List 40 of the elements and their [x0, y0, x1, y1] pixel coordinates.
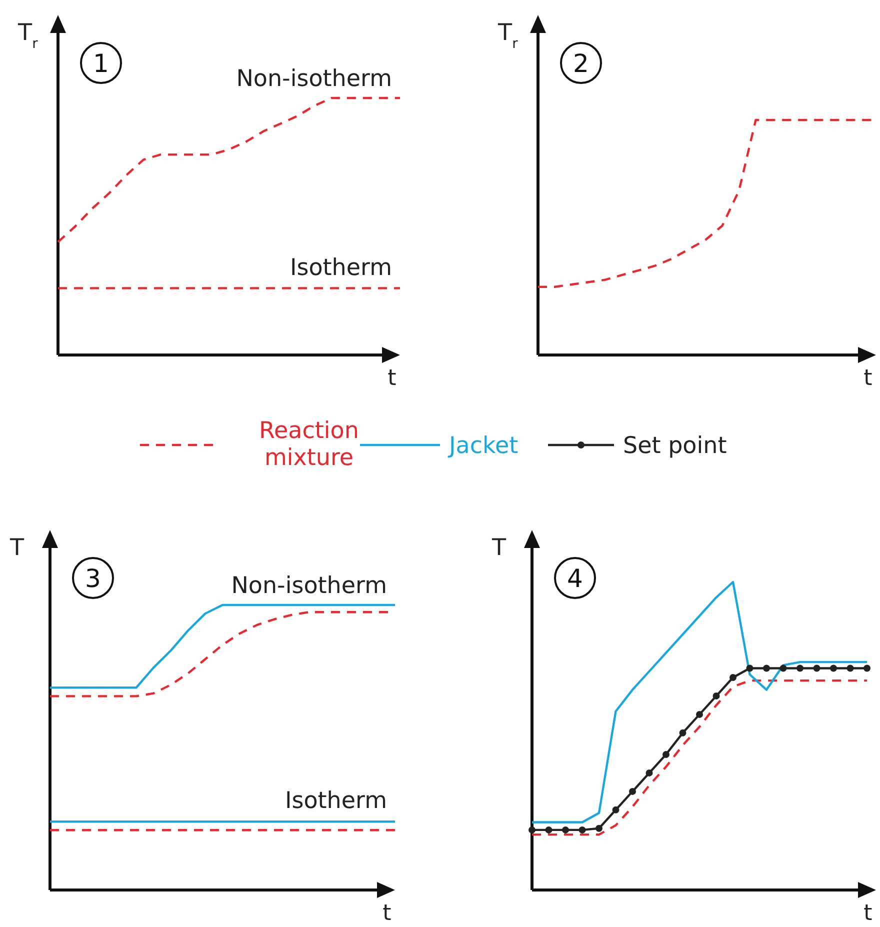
y-axis-title: T — [491, 535, 507, 561]
point — [629, 788, 636, 795]
y-axis-title: T$_{r}$ — [17, 20, 38, 52]
point — [612, 806, 620, 814]
text: 2 — [573, 49, 589, 78]
point — [528, 826, 536, 834]
point — [864, 664, 870, 672]
point — [746, 664, 754, 672]
legend-label: Set point — [623, 433, 727, 459]
annotation: 4 — [567, 564, 583, 593]
point — [813, 664, 820, 672]
point — [730, 674, 736, 681]
point — [545, 826, 552, 834]
x-axis-title: t — [388, 366, 397, 391]
point — [679, 729, 686, 736]
point — [830, 664, 837, 672]
x-axis-title: t — [382, 901, 392, 926]
point — [646, 769, 653, 776]
text: 3 — [85, 564, 101, 593]
point — [596, 824, 602, 832]
point — [712, 692, 720, 700]
point — [578, 826, 586, 834]
point — [662, 750, 670, 758]
annotation: Isotherm — [290, 255, 392, 281]
point — [763, 664, 770, 672]
text: 1 — [93, 49, 109, 78]
y-axis-title: T — [9, 535, 25, 561]
x-axis-title: t — [864, 366, 873, 391]
point — [796, 664, 804, 672]
point — [562, 826, 569, 834]
point — [696, 710, 703, 718]
point — [780, 664, 787, 672]
y-axis-title: T$_{r}$ — [497, 20, 518, 52]
annotation: Isotherm — [284, 788, 387, 814]
text: Non-isotherm — [231, 573, 387, 599]
point — [846, 664, 854, 672]
text: Non-isotherm — [236, 66, 392, 92]
x-axis-title: t — [864, 901, 873, 926]
legend-label: Reaction mixture — [259, 418, 359, 471]
legend-label: Jacket — [447, 433, 518, 459]
